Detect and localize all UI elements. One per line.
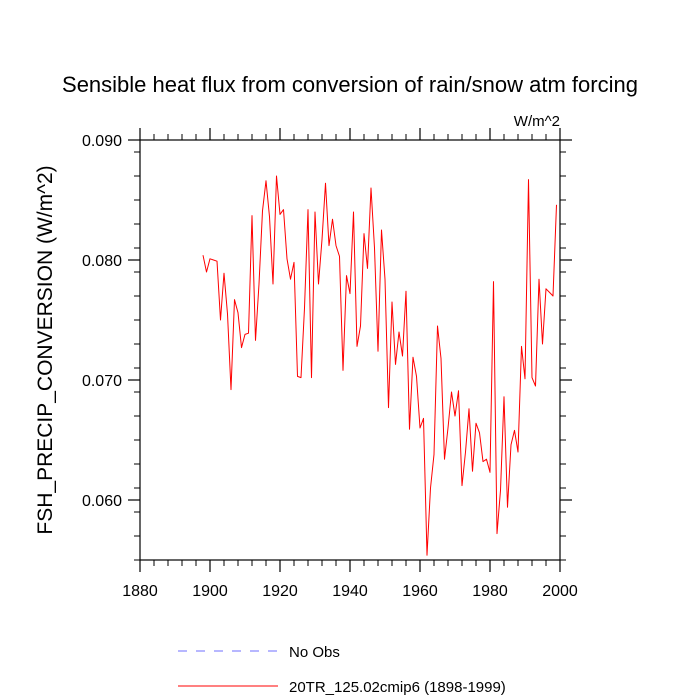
chart-title: Sensible heat flux from conversion of ra…	[62, 72, 638, 97]
axis-ticks	[128, 128, 572, 572]
x-tick-label: 2000	[542, 583, 578, 600]
y-tick-label: 0.080	[82, 253, 122, 270]
x-tick-label: 1920	[262, 583, 298, 600]
x-tick-label: 1880	[122, 583, 158, 600]
x-tick-label: 1940	[332, 583, 368, 600]
y-axis-label: FSH_PRECIP_CONVERSION (W/m^2)	[34, 165, 57, 534]
x-tick-label: 1900	[192, 583, 228, 600]
x-tick-label: 1980	[472, 583, 508, 600]
series-layer	[202, 175, 557, 556]
series-line-0	[202, 175, 557, 556]
x-tick-label: 1960	[402, 583, 438, 600]
units-label: W/m^2	[514, 113, 560, 130]
plot-frame	[139, 139, 561, 561]
legend-label-model: 20TR_125.02cmip6 (1898-1999)	[289, 679, 506, 696]
axis-tick-labels: 1880 1900 1920 1940 1960 1980 2000 0.060 0.070 0.…	[82, 133, 578, 600]
y-tick-label: 0.070	[82, 373, 122, 390]
legend: No Obs 20TR_125.02cmip6 (1898-1999)	[178, 644, 506, 696]
y-tick-label: 0.090	[82, 133, 122, 150]
y-tick-label: 0.060	[82, 493, 122, 510]
legend-label-obs: No Obs	[289, 644, 340, 661]
